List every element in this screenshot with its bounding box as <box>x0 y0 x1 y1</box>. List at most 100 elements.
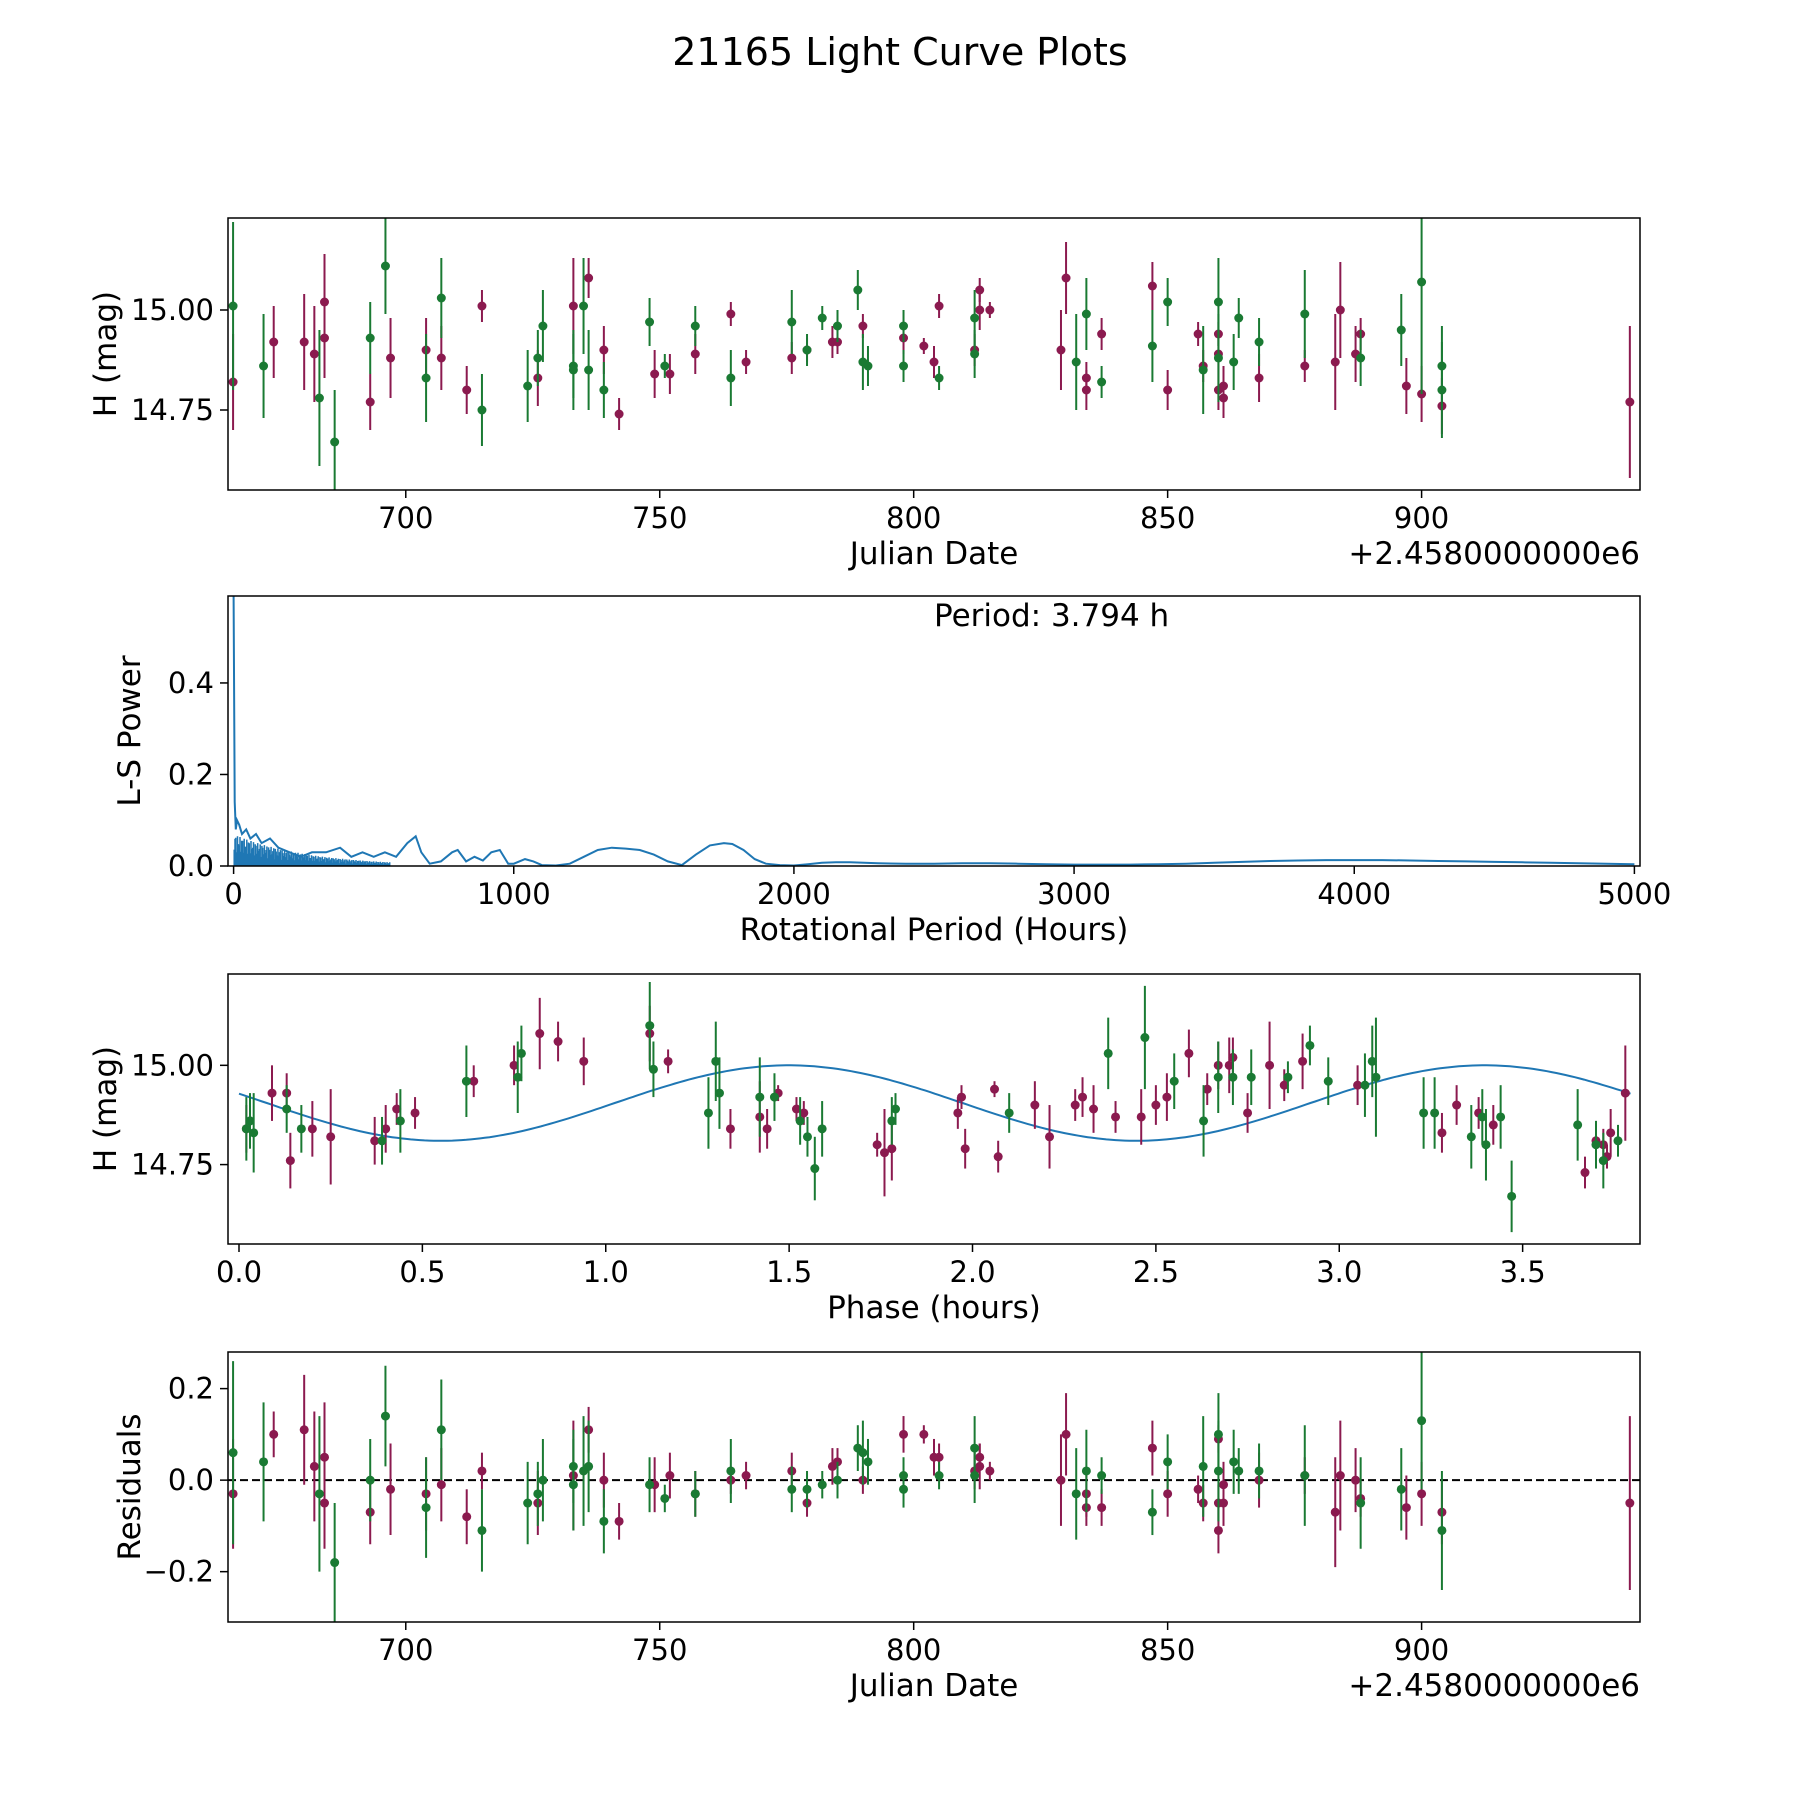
data-point-red <box>320 1457 330 1549</box>
marker <box>392 1104 402 1114</box>
data-point-red <box>650 350 660 398</box>
data-point-red <box>269 306 279 378</box>
marker <box>326 1132 336 1142</box>
data-point-green <box>1198 1416 1208 1517</box>
marker <box>269 337 279 347</box>
marker <box>1193 1484 1203 1494</box>
lightcurve-frame <box>227 217 1641 491</box>
marker <box>1488 1120 1498 1130</box>
data-point-green <box>523 1461 533 1545</box>
y-axis-label: H (mag) <box>88 291 124 417</box>
data-point-red <box>309 306 319 402</box>
marker <box>1163 1489 1173 1499</box>
marker <box>1030 1100 1040 1110</box>
marker <box>1246 1072 1256 1082</box>
y-tick-label: 0.2 <box>168 757 214 791</box>
residuals-frame <box>227 1351 1641 1623</box>
data-point-red <box>1335 262 1345 358</box>
data-point-green <box>461 1045 471 1117</box>
marker <box>802 1484 812 1494</box>
data-point-red <box>1224 1037 1234 1094</box>
marker <box>370 1136 380 1146</box>
data-point-red <box>462 1489 472 1545</box>
marker <box>299 1425 309 1435</box>
y-tick-label: −0.2 <box>144 1555 214 1589</box>
marker <box>741 1471 751 1481</box>
residuals-panel: 700 750 800 850 900 −0.2 0.0 0.2 Julian Date Resi… <box>112 1351 1641 1704</box>
data-point-green <box>1367 1025 1377 1098</box>
marker <box>1254 1466 1264 1476</box>
data-point-green <box>538 290 548 362</box>
lightcurve-plot-area <box>228 218 1635 490</box>
data-point-green <box>1254 1443 1264 1499</box>
data-point-red <box>1147 1420 1157 1476</box>
data-point-green <box>365 1438 375 1522</box>
data-point-green <box>330 1503 340 1622</box>
data-point-red <box>1163 370 1173 410</box>
data-point-green <box>648 1041 658 1098</box>
x-tick-label: 1.0 <box>583 1255 629 1289</box>
marker <box>228 1448 238 1458</box>
data-point-red <box>307 1101 317 1157</box>
data-point-red <box>1184 1029 1194 1078</box>
data-point-green <box>858 1420 868 1485</box>
marker <box>899 361 909 371</box>
marker <box>1229 357 1239 367</box>
data-point-green <box>584 330 594 410</box>
marker <box>934 1452 944 1462</box>
data-point-red <box>934 294 944 318</box>
data-point-red <box>477 1452 487 1490</box>
x-tick-label: 3000 <box>1037 877 1111 911</box>
data-point-red <box>1147 262 1157 310</box>
marker <box>1147 1443 1157 1453</box>
marker <box>386 1484 396 1494</box>
marker <box>665 369 675 379</box>
x-axis-label: Julian Date <box>848 536 1019 572</box>
marker <box>1360 1080 1370 1090</box>
data-point-red <box>1401 1475 1411 1540</box>
marker <box>320 333 330 343</box>
data-point-green <box>1417 1352 1427 1490</box>
marker <box>645 1021 655 1031</box>
data-point-green <box>380 218 390 314</box>
marker <box>516 1048 526 1058</box>
data-point-green <box>1213 1420 1223 1522</box>
data-point-green <box>1081 278 1091 350</box>
marker <box>1147 1507 1157 1517</box>
data-point-green <box>1199 1085 1209 1157</box>
data-point-red <box>872 1132 882 1157</box>
data-point-green <box>241 1097 251 1161</box>
marker <box>1466 1132 1476 1142</box>
marker <box>1234 313 1244 323</box>
data-point-red <box>919 1425 929 1444</box>
data-point-green <box>579 258 589 354</box>
data-point-green <box>380 1365 390 1467</box>
data-point-red <box>1606 1109 1616 1157</box>
marker <box>690 1489 700 1499</box>
data-point-green <box>934 366 944 390</box>
data-point-green <box>377 1116 387 1165</box>
data-point-red <box>726 302 736 326</box>
data-point-green <box>934 1461 944 1490</box>
data-point-green <box>1169 1053 1179 1109</box>
marker <box>380 261 390 271</box>
x-tick-label: 750 <box>632 501 687 535</box>
data-point-green <box>787 1466 797 1513</box>
data-point-red <box>985 302 995 318</box>
data-point-green <box>314 330 324 466</box>
marker <box>953 1108 963 1118</box>
marker <box>533 1489 543 1499</box>
marker <box>1045 1132 1055 1142</box>
data-point-red <box>1078 1077 1088 1117</box>
marker <box>858 1448 868 1458</box>
data-point-green <box>1396 294 1406 366</box>
marker <box>395 1116 405 1126</box>
data-point-green <box>853 1425 863 1471</box>
data-point-red <box>477 290 487 322</box>
marker <box>1193 329 1203 339</box>
marker <box>1097 1471 1107 1481</box>
data-point-red <box>614 1503 624 1540</box>
data-point-green <box>1103 1017 1113 1090</box>
marker <box>381 1124 391 1134</box>
data-point-red <box>1081 362 1091 394</box>
